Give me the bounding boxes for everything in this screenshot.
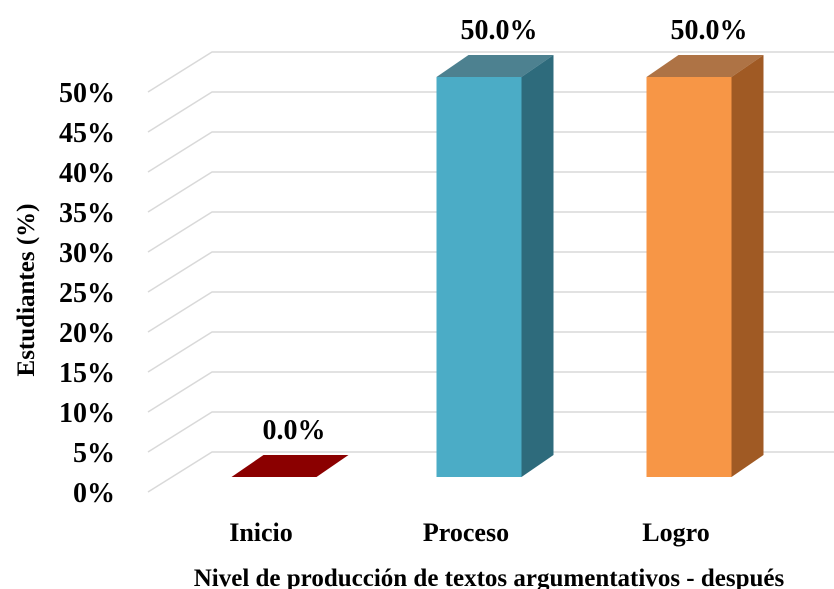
y-tick-label: 15% <box>59 358 115 389</box>
x-category-label: Logro <box>642 518 709 547</box>
bar-top-face <box>231 455 349 477</box>
bar-proceso <box>436 55 554 477</box>
bar-side-face <box>521 55 554 477</box>
gridlines <box>147 51 834 493</box>
bar-inicio <box>231 455 349 477</box>
y-tick-label: 50% <box>59 78 115 109</box>
x-axis-title: Nivel de producción de textos argumentat… <box>194 565 785 589</box>
data-labels: 0.0% 50.0% 50.0% <box>263 15 748 446</box>
gridline <box>147 251 834 293</box>
gridline <box>147 411 834 453</box>
y-tick-label: 45% <box>59 118 115 149</box>
y-tick-label: 0% <box>73 478 115 509</box>
data-label: 0.0% <box>263 415 326 446</box>
x-category-label: Inicio <box>229 518 293 547</box>
gridline <box>147 331 834 373</box>
y-tick-label: 40% <box>59 158 115 189</box>
bar-logro <box>646 55 764 477</box>
y-tick-label: 10% <box>59 398 115 429</box>
x-axis-categories: Inicio Proceso Logro <box>229 518 710 547</box>
x-category-label: Proceso <box>423 518 509 547</box>
gridline <box>147 291 834 333</box>
bar-front-face <box>436 77 522 477</box>
gridline <box>147 91 834 133</box>
gridline <box>147 371 834 413</box>
bar-side-face <box>731 55 764 477</box>
y-tick-label: 25% <box>59 278 115 309</box>
gridline <box>147 451 834 493</box>
y-tick-label: 5% <box>73 438 115 469</box>
bar-top-face <box>646 55 764 77</box>
bar-front-face <box>646 77 732 477</box>
gridline <box>147 171 834 213</box>
y-tick-label: 30% <box>59 238 115 269</box>
bars <box>231 55 764 477</box>
y-axis-title: Estudiantes (%) <box>13 204 40 377</box>
gridline <box>147 131 834 173</box>
y-axis-ticks: 0% 5% 10% 15% 20% 25% 30% 35% 40% 45% 50% <box>59 78 115 509</box>
gridline <box>147 211 834 253</box>
y-tick-label: 20% <box>59 318 115 349</box>
gridline <box>147 51 834 93</box>
data-label: 50.0% <box>461 15 538 46</box>
bar-top-face <box>436 55 554 77</box>
data-label: 50.0% <box>671 15 748 46</box>
y-tick-label: 35% <box>59 198 115 229</box>
